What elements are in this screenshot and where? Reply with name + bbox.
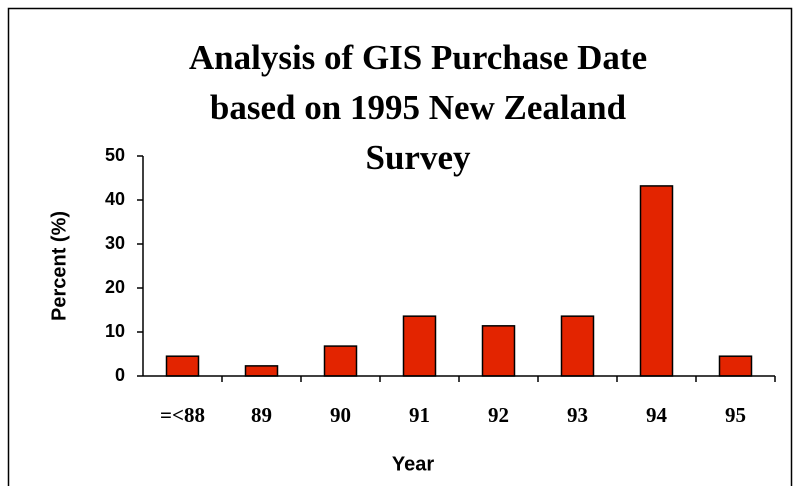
bar [244, 365, 279, 377]
chart-frame [7, 7, 793, 486]
bar [560, 315, 595, 377]
x-tick-label: =<88 [160, 403, 205, 427]
bar [165, 355, 200, 377]
bar [402, 315, 437, 377]
x-tick-label: 93 [567, 403, 588, 427]
x-tick-label: 89 [251, 403, 272, 427]
y-tick-label: 40 [105, 189, 125, 209]
bar [481, 325, 516, 377]
bar [639, 185, 674, 377]
x-axis-label: Year [392, 453, 434, 475]
bar [718, 355, 753, 377]
x-tick-label: 90 [330, 403, 351, 427]
y-axis-label: Percent (%) [48, 211, 70, 321]
bar [323, 345, 358, 377]
chart-title: Analysis of GIS Purchase Date based on 1… [188, 38, 648, 177]
y-tick-label: 20 [105, 277, 125, 297]
y-tick-label: 10 [105, 321, 125, 341]
x-tick-label: 92 [488, 403, 509, 427]
y-tick-label: 50 [105, 145, 125, 165]
x-tick-label: 95 [725, 403, 746, 427]
x-tick-label: 91 [409, 403, 430, 427]
y-tick-label: 0 [115, 365, 125, 385]
x-tick-label: 94 [646, 403, 668, 427]
y-tick-label: 30 [105, 233, 125, 253]
